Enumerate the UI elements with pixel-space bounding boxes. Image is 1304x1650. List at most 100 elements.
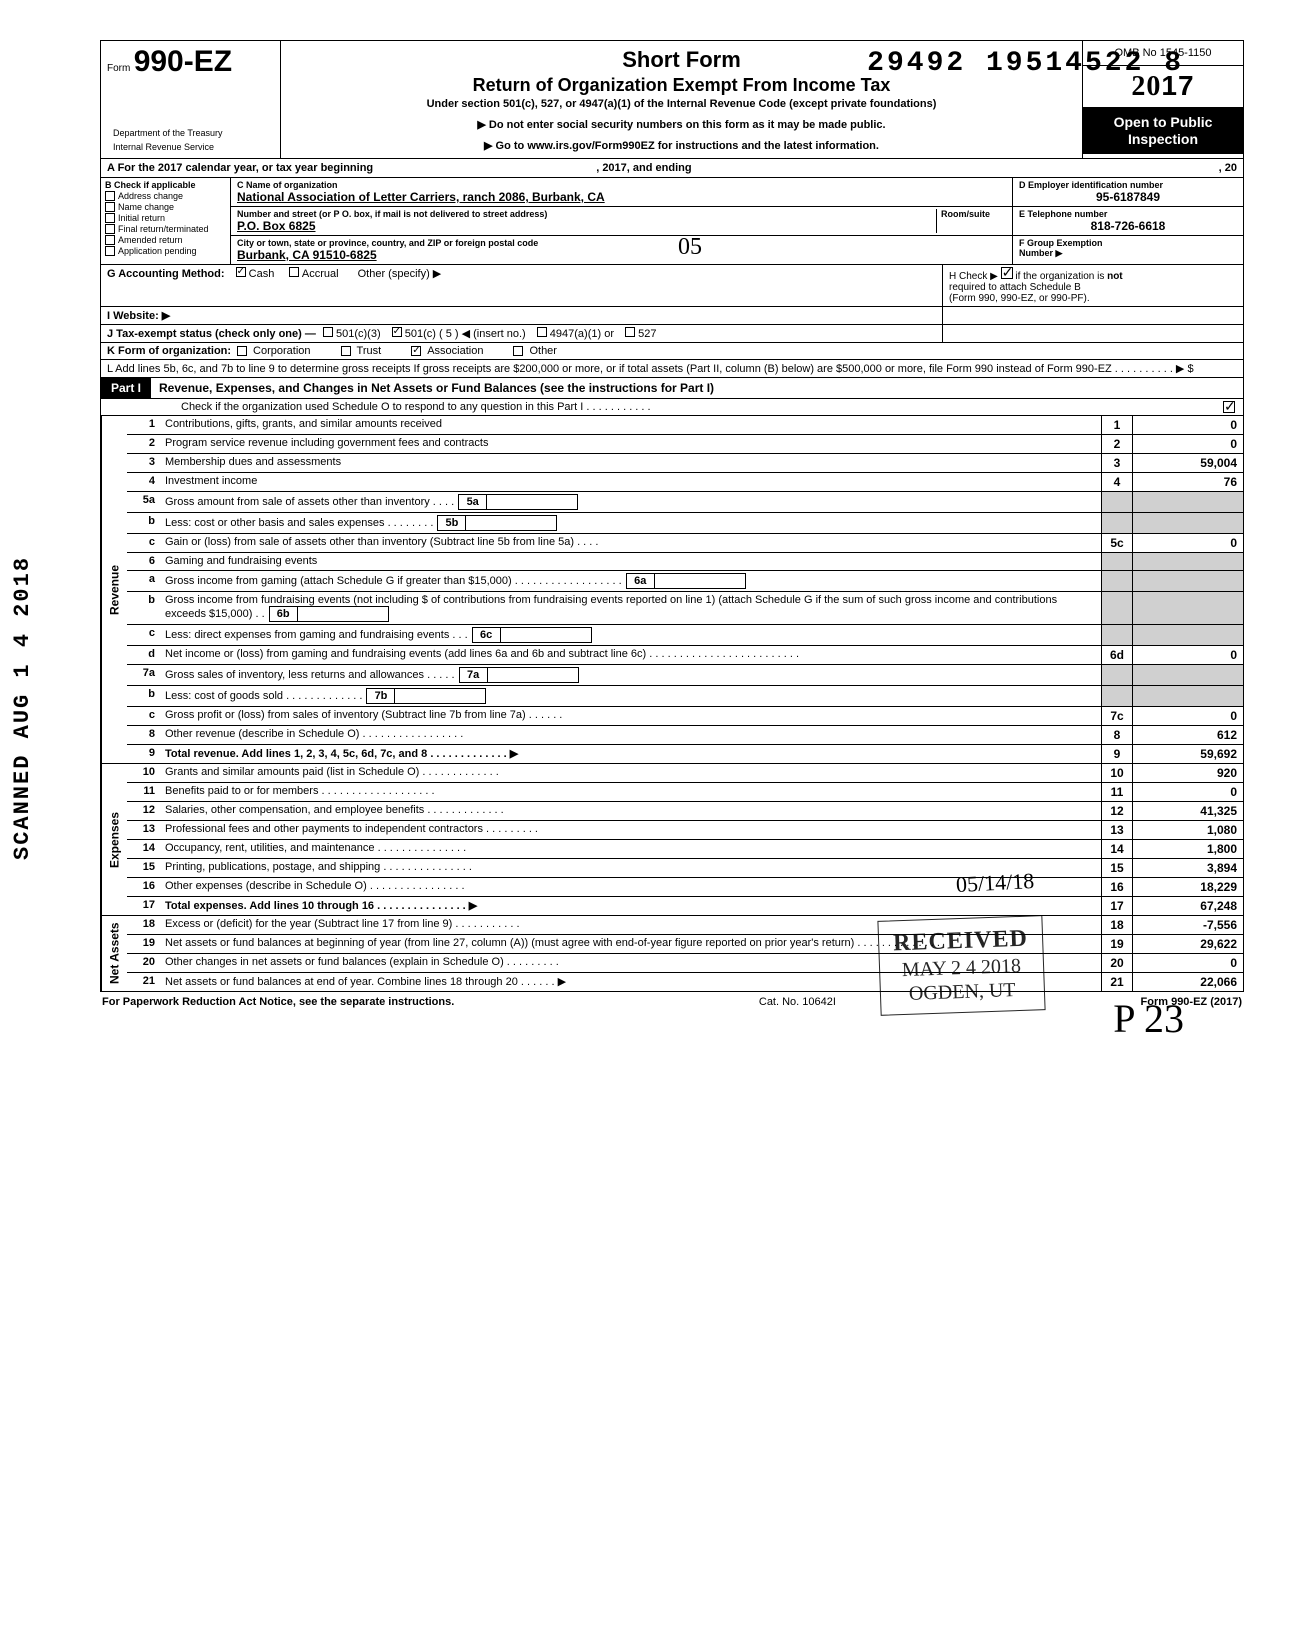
part1-sub-text: Check if the organization used Schedule … [181, 401, 651, 413]
dept-treasury: Department of the Treasury [107, 126, 274, 140]
section-b-title: B Check if applicable [105, 180, 226, 190]
rv1: 0 [1133, 416, 1243, 434]
chk-accrual[interactable] [289, 267, 299, 277]
chk-assoc[interactable] [411, 346, 421, 356]
rn14: 14 [1101, 840, 1133, 858]
n7a: 7a [127, 665, 161, 685]
row-a: A For the 2017 calendar year, or tax yea… [101, 159, 1243, 178]
sv5a [487, 495, 577, 509]
rv13: 1,080 [1133, 821, 1243, 839]
sb6c: 6c [473, 628, 501, 642]
lbl-address-change: Address change [118, 191, 183, 201]
form-number: 990-EZ [134, 45, 232, 78]
rn10: 10 [1101, 764, 1133, 782]
label-ein: D Employer identification number [1019, 180, 1237, 190]
rv7a-shaded [1133, 665, 1243, 685]
d20: Other changes in net assets or fund bala… [161, 954, 1101, 972]
chk-other-org[interactable] [513, 346, 523, 356]
rv5a-shaded [1133, 492, 1243, 512]
rv15: 3,894 [1133, 859, 1243, 877]
n11: 11 [127, 783, 161, 801]
chk-corp[interactable] [237, 346, 247, 356]
rn4: 4 [1101, 473, 1133, 491]
n6: 6 [127, 553, 161, 570]
rv6-shaded [1133, 553, 1243, 570]
chk-527[interactable] [625, 327, 635, 337]
chk-schedule-o[interactable] [1223, 401, 1235, 413]
d7c: Gross profit or (loss) from sales of inv… [161, 707, 1101, 725]
rn2: 2 [1101, 435, 1133, 453]
n4: 4 [127, 473, 161, 491]
d17: Total expenses. Add lines 10 through 16 … [165, 900, 477, 912]
chk-amended[interactable] [105, 235, 115, 245]
rv16: 18,229 [1133, 878, 1243, 896]
sv7b [395, 689, 485, 703]
chk-schedule-b[interactable] [1001, 267, 1013, 279]
n18: 18 [127, 916, 161, 934]
d2: Program service revenue including govern… [161, 435, 1101, 453]
chk-initial-return[interactable] [105, 213, 115, 223]
rv6a-shaded [1133, 571, 1243, 591]
expenses-section: Expenses 10Grants and similar amounts pa… [101, 764, 1243, 916]
d6c: Less: direct expenses from gaming and fu… [165, 629, 468, 641]
n5b: b [127, 513, 161, 533]
stamp-number: 29492 19514522 8 [867, 48, 1184, 79]
chk-trust[interactable] [341, 346, 351, 356]
rv12: 41,325 [1133, 802, 1243, 820]
d18: Excess or (deficit) for the year (Subtra… [161, 916, 1101, 934]
n19: 19 [127, 935, 161, 953]
chk-501c[interactable] [392, 327, 402, 337]
lbl-name-change: Name change [118, 202, 174, 212]
rn17: 17 [1101, 897, 1133, 915]
chk-501c3[interactable] [323, 327, 333, 337]
n7b: b [127, 686, 161, 706]
d10: Grants and similar amounts paid (list in… [161, 764, 1101, 782]
value-address: P.O. Box 6825 [237, 219, 936, 233]
rv19: 29,622 [1133, 935, 1243, 953]
sv6b [298, 607, 388, 621]
d9: Total revenue. Add lines 1, 2, 3, 4, 5c,… [165, 748, 518, 760]
rv11: 0 [1133, 783, 1243, 801]
row-i: I Website: ▶ [101, 307, 1243, 325]
sb7b: 7b [367, 689, 395, 703]
label-address: Number and street (or P O. box, if mail … [237, 209, 936, 219]
rv20: 0 [1133, 954, 1243, 972]
row-l-text: L Add lines 5b, 6c, and 7b to line 9 to … [107, 362, 1194, 375]
lbl-corp: Corporation [253, 345, 310, 357]
d5b: Less: cost or other basis and sales expe… [165, 517, 433, 529]
footer-mid: Cat. No. 10642I [759, 996, 836, 1008]
n14: 14 [127, 840, 161, 858]
n20: 20 [127, 954, 161, 972]
value-city: Burbank, CA 91510-6825 [237, 248, 1006, 262]
row-g-h: G Accounting Method: Cash Accrual Other … [101, 265, 1243, 307]
n2: 2 [127, 435, 161, 453]
rv21: 22,066 [1133, 973, 1243, 991]
label-phone: E Telephone number [1019, 209, 1237, 219]
chk-cash[interactable] [236, 267, 246, 277]
rv6b-shaded [1133, 592, 1243, 624]
n17: 17 [127, 897, 161, 915]
rn13: 13 [1101, 821, 1133, 839]
open-to-public: Open to Public Inspection [1083, 108, 1243, 154]
row-h-line2: required to attach Schedule B [949, 282, 1081, 293]
under-section: Under section 501(c), 527, or 4947(a)(1)… [291, 98, 1072, 110]
label-group-number: Number ▶ [1019, 248, 1237, 259]
lbl-trust: Trust [357, 345, 382, 357]
chk-4947[interactable] [537, 327, 547, 337]
stamp-05: 05 [678, 234, 702, 261]
row-a-mid: , 2017, and ending [596, 162, 691, 174]
rn20: 20 [1101, 954, 1133, 972]
revenue-section: Revenue 1Contributions, gifts, grants, a… [101, 416, 1243, 764]
chk-pending[interactable] [105, 246, 115, 256]
side-revenue: Revenue [101, 416, 127, 763]
chk-name-change[interactable] [105, 202, 115, 212]
chk-address-change[interactable] [105, 191, 115, 201]
rn7b-shaded [1101, 686, 1133, 706]
value-org-name: National Association of Letter Carriers,… [237, 190, 1006, 204]
chk-final-return[interactable] [105, 224, 115, 234]
d4: Investment income [161, 473, 1101, 491]
footer: For Paperwork Reduction Act Notice, see … [100, 992, 1244, 1012]
rn7c: 7c [1101, 707, 1133, 725]
label-website: I Website: ▶ [107, 310, 170, 322]
rv7c: 0 [1133, 707, 1243, 725]
